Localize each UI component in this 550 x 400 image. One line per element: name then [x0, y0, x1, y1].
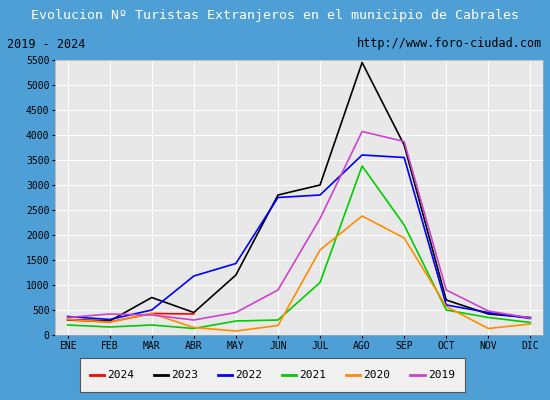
- Text: 2019: 2019: [428, 370, 455, 380]
- Text: Evolucion Nº Turistas Extranjeros en el municipio de Cabrales: Evolucion Nº Turistas Extranjeros en el …: [31, 10, 519, 22]
- Text: 2022: 2022: [235, 370, 262, 380]
- Text: http://www.foro-ciudad.com: http://www.foro-ciudad.com: [358, 38, 542, 50]
- Text: 2024: 2024: [107, 370, 134, 380]
- Text: 2023: 2023: [171, 370, 198, 380]
- Text: 2021: 2021: [299, 370, 327, 380]
- Text: 2020: 2020: [364, 370, 390, 380]
- Text: 2019 - 2024: 2019 - 2024: [8, 38, 86, 50]
